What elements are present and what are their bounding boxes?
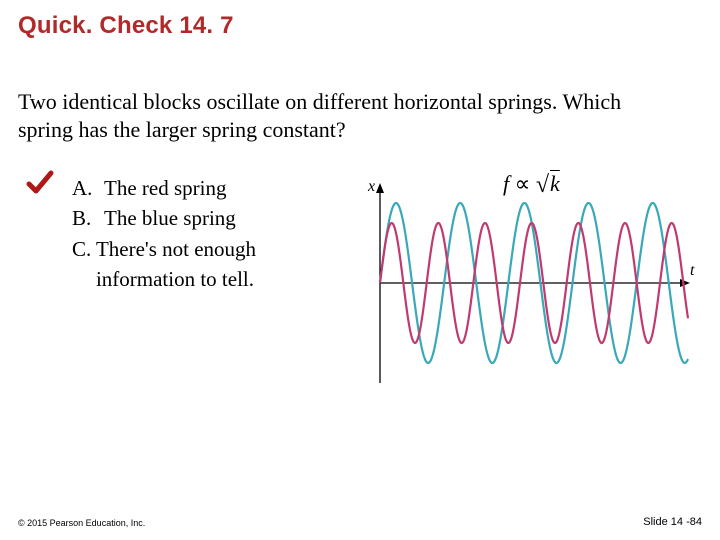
answer-list: A. The red spring B. The blue spring C. … (18, 173, 338, 295)
answer-a-letter: A. (72, 173, 104, 203)
slide-title: Quick. Check 14. 7 (18, 12, 702, 40)
chart-svg: xt (358, 173, 698, 403)
question-text: Two identical blocks oscillate on differ… (18, 88, 678, 143)
answer-b-letter: B. (72, 203, 104, 233)
answer-a-text: The red spring (104, 173, 226, 203)
svg-text:t: t (690, 262, 695, 279)
answer-option-c: C. There's not enough information to tel… (68, 234, 338, 295)
answer-option-a: A. The red spring (68, 173, 338, 203)
slide-number: Slide 14 -84 (643, 516, 702, 528)
svg-text:x: x (367, 178, 375, 195)
answer-b-text: The blue spring (104, 203, 236, 233)
answer-option-b: B. The blue spring (68, 203, 338, 233)
formula-text: f ∝ √k (503, 171, 560, 198)
answer-c-letter: C. (72, 234, 96, 295)
checkmark-icon (26, 169, 54, 197)
copyright-text: © 2015 Pearson Education, Inc. (18, 518, 145, 528)
oscillation-chart: f ∝ √k xt (358, 173, 698, 403)
answer-c-text: There's not enough information to tell. (96, 234, 338, 295)
